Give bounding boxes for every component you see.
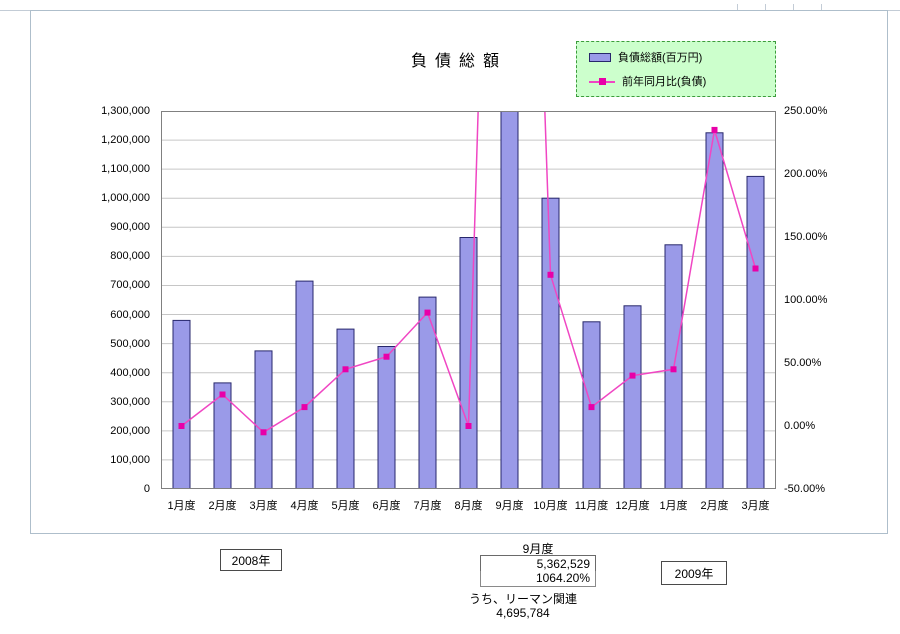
worksheet-gridline-tick: [793, 4, 794, 10]
x-axis-tick: 12月度: [615, 500, 650, 512]
chart-frame[interactable]: 負債総額 負債総額(百万円) 前年同月比(負債) 0 100,000 200,000…: [30, 10, 888, 534]
yoy-marker-1月度[interactable]: [178, 423, 185, 429]
callout-value-cell[interactable]: 5,362,529: [480, 555, 596, 572]
chart-legend[interactable]: 負債総額(百万円) 前年同月比(負債): [576, 41, 776, 97]
yoy-marker-5月度[interactable]: [342, 366, 349, 373]
y-left-tick: 600,000: [110, 308, 150, 321]
line-swatch-marker: [599, 77, 606, 85]
x-axis-tick: 7月度: [413, 500, 442, 512]
yoy-marker-11月度[interactable]: [588, 404, 595, 411]
y-left-tick: 300,000: [110, 395, 150, 408]
y-left-tick: 1,200,000: [101, 134, 150, 147]
bar-9月度[interactable]: [500, 111, 519, 489]
bar-1月度[interactable]: [172, 319, 191, 489]
y-right-tick: 50.00%: [784, 357, 822, 369]
x-axis: 1月度 2月度 3月度 4月度 5月度 6月度 7月度 8月度 9月度 10月度 11月度 12月度 1…: [161, 497, 776, 517]
x-axis-tick: 6月度: [372, 500, 401, 512]
bar-4月度[interactable]: [295, 280, 314, 489]
x-axis-tick: 10月度: [533, 500, 568, 512]
y-left-tick: 200,000: [110, 424, 150, 437]
legend-label-bars: 負債総額(百万円): [618, 52, 703, 64]
x-axis-tick: 3月度: [741, 500, 770, 512]
bar-6月度[interactable]: [377, 346, 396, 490]
callout-percent-cell[interactable]: 1064.20%: [480, 571, 596, 587]
bar-2月度[interactable]: [705, 132, 724, 489]
plot-area[interactable]: [161, 111, 776, 489]
yoy-marker-10月度[interactable]: [547, 271, 554, 278]
x-axis-tick: 2月度: [700, 500, 729, 512]
legend-entry-line[interactable]: 前年同月比(負債): [589, 73, 763, 89]
y-right-tick: 100.00%: [784, 294, 828, 306]
worksheet-gridline-tick: [765, 4, 766, 10]
callout-note-value[interactable]: 4,695,784: [496, 606, 550, 620]
bar-3月度[interactable]: [254, 350, 273, 489]
y-left-tick: 100,000: [110, 453, 150, 466]
bar-series-swatch: [589, 52, 611, 62]
bar-10月度[interactable]: [541, 197, 560, 489]
x-axis-tick: 1月度: [659, 500, 688, 512]
x-axis-tick: 5月度: [331, 500, 360, 512]
y-left-tick: 1,100,000: [101, 163, 150, 176]
legend-label-line: 前年同月比(負債): [622, 76, 707, 88]
y-axis-left: 0 100,000 200,000 300,000 400,000 500,000 600,…: [31, 105, 155, 495]
bar-8月度[interactable]: [459, 237, 478, 490]
bar-3月度[interactable]: [746, 175, 765, 489]
x-axis-tick: 11月度: [574, 500, 609, 512]
callout-note-label[interactable]: うち、リーマン関連: [468, 592, 577, 606]
legend-entry-bars[interactable]: 負債総額(百万円): [589, 49, 763, 65]
x-axis-tick: 2月度: [208, 500, 237, 512]
y-right-tick: 200.00%: [784, 168, 828, 180]
y-left-tick: 1,300,000: [101, 105, 150, 117]
y-right-tick: -50.00%: [784, 483, 825, 495]
y-left-tick: 500,000: [110, 337, 150, 350]
label-2009[interactable]: 2009年: [661, 561, 727, 585]
yoy-marker-4月度[interactable]: [301, 404, 308, 411]
y-left-tick: 1,000,000: [101, 192, 150, 205]
yoy-marker-3月度[interactable]: [752, 265, 759, 272]
y-left-tick: 0: [143, 483, 150, 495]
x-axis-tick: 1月度: [167, 500, 196, 512]
chart-title: 負債総額: [410, 53, 507, 70]
yoy-marker-2月度[interactable]: [219, 391, 226, 398]
yoy-marker-2月度[interactable]: [711, 126, 718, 133]
label-2008[interactable]: 2008年: [220, 549, 282, 571]
y-left-tick: 800,000: [110, 250, 150, 263]
line-series-swatch: [589, 77, 615, 86]
y-axis-right: -50.00% 0.00% 50.00% 100.00% 150.00% 200.00% 2…: [784, 105, 884, 495]
y-left-tick: 400,000: [110, 366, 150, 379]
yoy-marker-6月度[interactable]: [383, 353, 390, 360]
x-axis-tick: 4月度: [290, 500, 319, 512]
x-axis-tick: 3月度: [249, 500, 278, 512]
bar-7月度[interactable]: [418, 296, 437, 489]
bar-12月度[interactable]: [623, 305, 642, 489]
x-axis-tick: 9月度: [495, 500, 524, 512]
y-right-tick: 150.00%: [784, 231, 828, 243]
y-left-tick: 900,000: [110, 221, 150, 234]
y-right-tick: 250.00%: [784, 105, 828, 117]
yoy-marker-12月度[interactable]: [629, 372, 636, 379]
bar-5月度[interactable]: [336, 328, 355, 489]
y-right-tick: 0.00%: [784, 420, 816, 432]
callout-month-label[interactable]: 9月度: [522, 542, 554, 556]
yoy-marker-3月度[interactable]: [260, 429, 267, 436]
plot-border: [161, 111, 776, 489]
x-axis-tick: 8月度: [454, 500, 483, 512]
yoy-marker-7月度[interactable]: [424, 309, 431, 316]
worksheet-gridline-tick: [737, 4, 738, 10]
y-left-tick: 700,000: [110, 279, 150, 292]
yoy-marker-8月度[interactable]: [465, 423, 472, 429]
yoy-marker-1月度[interactable]: [670, 366, 677, 373]
worksheet-gridline-tick: [821, 4, 822, 10]
